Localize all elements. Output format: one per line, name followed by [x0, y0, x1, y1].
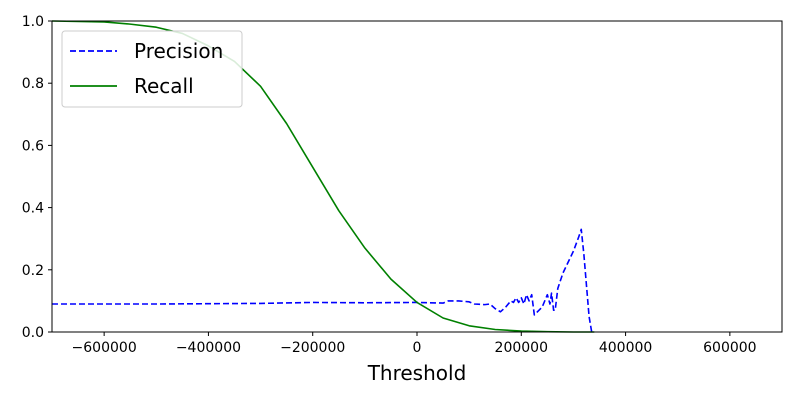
x-tick-label: −600000 — [72, 340, 137, 356]
x-axis-label: Threshold — [367, 361, 467, 385]
legend: Precision Recall — [61, 30, 243, 108]
y-tick-label: 0.4 — [22, 201, 44, 217]
series-line-recall — [51, 20, 595, 333]
y-tick-label: 0.6 — [22, 138, 44, 154]
y-tick-label: 1.0 — [22, 14, 44, 30]
y-tick-label: 0.8 — [22, 76, 44, 92]
plot-lines — [51, 20, 595, 333]
legend-label-precision: Precision — [134, 39, 223, 63]
y-tick-label: 0.0 — [22, 325, 44, 341]
x-tick-label: 400000 — [599, 340, 652, 356]
x-tick-label: 0 — [413, 340, 422, 356]
x-tick-label: 200000 — [495, 340, 548, 356]
legend-box — [61, 30, 243, 108]
series-line-precision — [52, 228, 593, 333]
legend-label-recall: Recall — [134, 74, 194, 98]
x-tick-label: −200000 — [280, 340, 345, 356]
x-tick-label: 600000 — [703, 340, 756, 356]
y-tick-label: 0.2 — [22, 263, 44, 279]
y-axis-ticks: 0.0 0.2 0.4 0.6 0.8 1.0 — [22, 14, 52, 341]
x-tick-label: −400000 — [176, 340, 241, 356]
x-axis-ticks: −600000 −400000 −200000 0 200000 400000 600000 — [72, 332, 757, 356]
